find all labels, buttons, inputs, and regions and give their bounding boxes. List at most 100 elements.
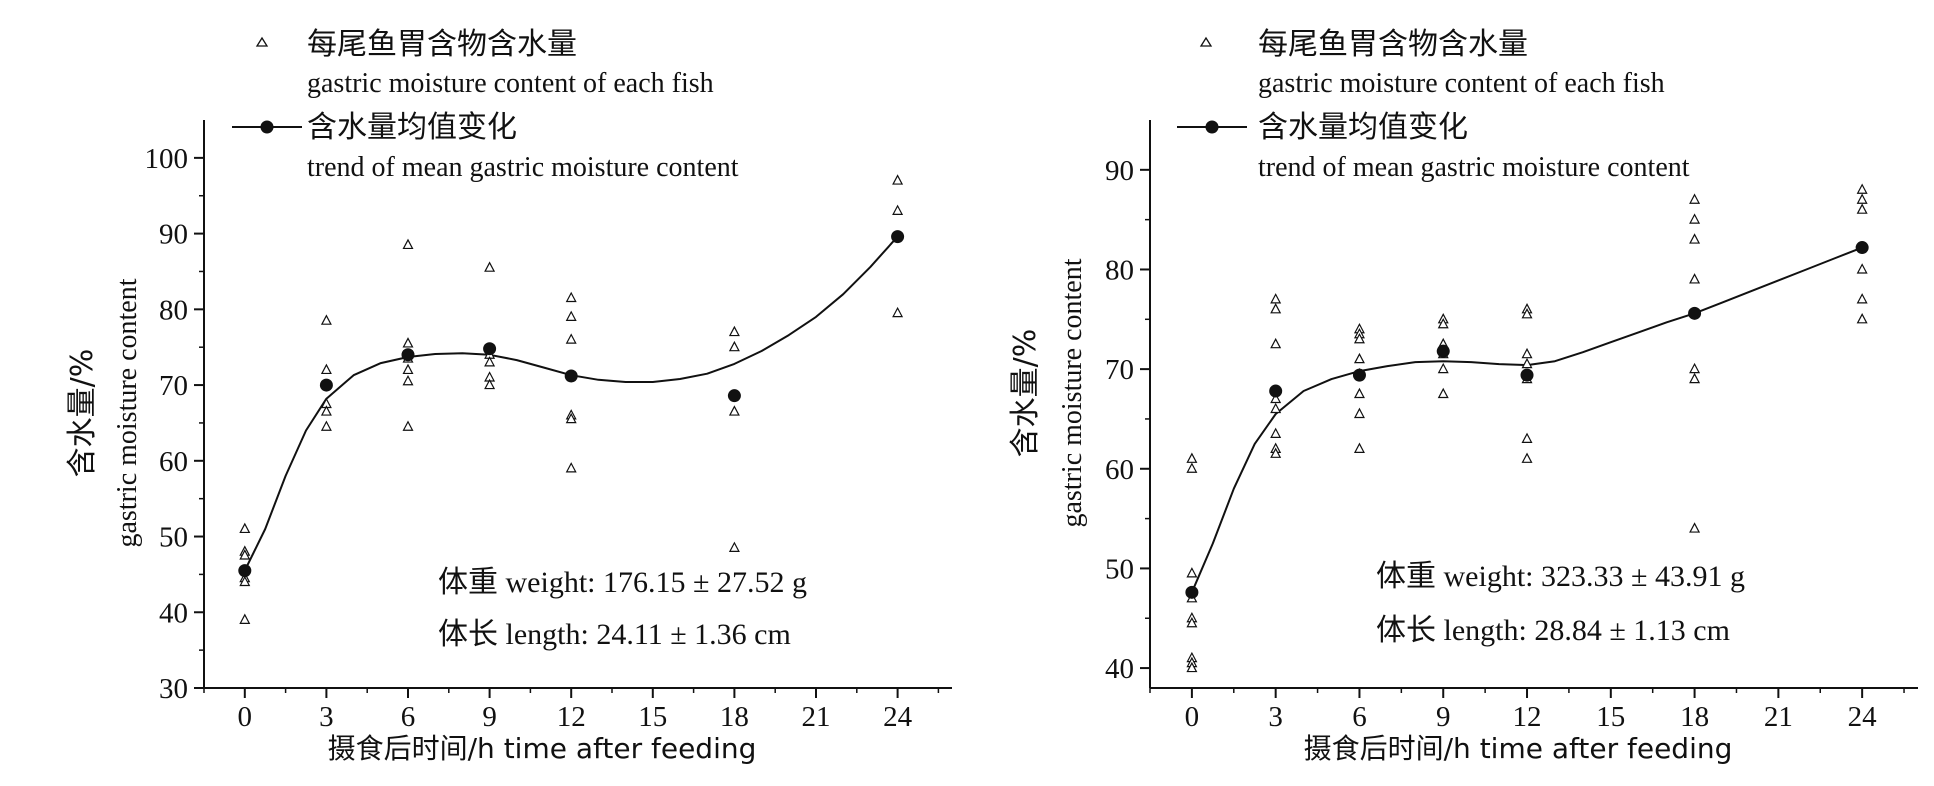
- mean-moisture-point: [1520, 368, 1534, 382]
- fish-moisture-point: [1856, 193, 1868, 204]
- fish-moisture-point: [1856, 293, 1868, 304]
- x-tick-label: 9: [1436, 701, 1451, 733]
- mean-moisture-point: [727, 389, 741, 403]
- mean-moisture-point: [564, 369, 578, 383]
- x-tick-label: 3: [319, 701, 334, 733]
- fish-moisture-point: [1856, 183, 1868, 194]
- fish-moisture-point: [1521, 452, 1533, 463]
- x-tick-label: 15: [638, 701, 667, 733]
- fish-moisture-point: [320, 405, 332, 416]
- fish-moisture-point: [1521, 347, 1533, 359]
- fish-moisture-point: [1689, 193, 1701, 204]
- legend-points-label-en: gastric moisture content of each fish: [1258, 68, 1665, 99]
- mean-moisture-point: [319, 378, 333, 392]
- x-tick-label: 18: [1680, 701, 1709, 733]
- fish-moisture-point: [1270, 427, 1282, 438]
- y-axis-title-en: gastric moisture content: [1057, 258, 1088, 527]
- fish-moisture-point: [728, 340, 740, 352]
- x-tick-label: 9: [482, 701, 497, 733]
- mean-moisture-point: [1436, 344, 1450, 358]
- chart-panel-right: 每尾鱼胃含物含水量 gastric moisture content of ea…: [1008, 27, 1918, 765]
- fish-moisture-point: [728, 325, 740, 337]
- y-tick-label: 40: [1105, 653, 1134, 685]
- x-tick-label: 6: [401, 701, 416, 733]
- fish-moisture-point: [1186, 462, 1198, 473]
- y-tick-label: 50: [159, 522, 188, 554]
- y-axis-title-cn: 含水量/%: [1008, 329, 1043, 458]
- y-axis-title: 含水量/% gastric moisture content: [65, 278, 143, 547]
- fish-moisture-point: [1437, 317, 1449, 329]
- fish-moisture-point: [892, 204, 904, 215]
- fish-moisture-point: [1270, 303, 1282, 314]
- y-axis-title: 含水量/% gastric moisture content: [1008, 258, 1088, 527]
- mean-moisture-point: [891, 230, 905, 244]
- fish-moisture-point: [565, 291, 577, 303]
- trend-line: [243, 235, 899, 572]
- y-tick-label: 80: [1105, 254, 1134, 286]
- legend-dot-marker: [1205, 120, 1219, 134]
- fish-moisture-point: [1186, 567, 1198, 578]
- fish-moisture-point: [484, 378, 496, 390]
- fish-moisture-point: [239, 575, 251, 587]
- x-tick-label: 12: [557, 701, 586, 733]
- fish-moisture-point: [565, 462, 577, 473]
- fish-moisture-point: [1437, 387, 1449, 399]
- y-tick-label: 100: [145, 143, 189, 175]
- fish-moisture-point: [1186, 616, 1198, 628]
- y-tick-label: 70: [1105, 354, 1134, 386]
- mean-moisture-point: [1855, 241, 1869, 255]
- y-tick-label: 40: [159, 597, 188, 629]
- weight-annotation: 体重 weight: 323.33 ± 43.91 g: [1376, 560, 1745, 593]
- fish-moisture-point: [565, 412, 577, 424]
- fish-moisture-point: [1186, 452, 1198, 463]
- fish-moisture-point: [1689, 522, 1701, 533]
- y-tick-label: 80: [159, 294, 188, 326]
- fish-moisture-point: [1353, 407, 1365, 419]
- y-tick-label: 90: [1105, 155, 1134, 187]
- fish-moisture-point: [1521, 432, 1533, 443]
- fish-moisture-point: [1270, 392, 1282, 404]
- fish-moisture-point: [1270, 402, 1282, 414]
- legend: 每尾鱼胃含物含水量 gastric moisture content of ea…: [1177, 27, 1690, 183]
- fish-moisture-point: [320, 314, 332, 325]
- y-axis-title-cn: 含水量/%: [65, 349, 100, 478]
- chart-panel-left: 每尾鱼胃含物含水量 gastric moisture content of ea…: [65, 27, 952, 765]
- fish-moisture-point: [892, 174, 904, 185]
- x-axis-title: 摄食后时间/h time after feeding: [328, 732, 757, 765]
- mean-moisture-point: [1269, 384, 1283, 398]
- fish-moisture-point: [728, 405, 740, 416]
- x-tick-label: 24: [883, 701, 913, 733]
- mean-moisture-point: [1688, 306, 1702, 320]
- fish-moisture-point: [1353, 352, 1365, 364]
- fish-moisture-point: [239, 522, 251, 534]
- legend: 每尾鱼胃含物含水量 gastric moisture content of ea…: [232, 27, 739, 183]
- fish-moisture-point: [1270, 337, 1282, 349]
- fish-moisture-point: [402, 374, 414, 386]
- fish-moisture-point: [1856, 203, 1868, 214]
- legend-mean-label-cn: 含水量均值变化: [307, 110, 517, 145]
- fish-moisture-point: [239, 549, 251, 560]
- x-tick-label: 18: [720, 701, 749, 733]
- fish-moisture-point: [1270, 293, 1282, 304]
- fish-moisture-point: [239, 613, 251, 624]
- fish-moisture-point: [1856, 313, 1868, 324]
- mean-moisture-point: [401, 348, 415, 362]
- fish-moisture-point: [320, 420, 332, 431]
- axes: 30 40 50 60 70 80 90 100 0 3 6 9 12 15 18 21 24: [145, 120, 952, 733]
- x-tick-label: 21: [802, 701, 831, 733]
- y-tick-label: 70: [159, 370, 188, 402]
- fish-moisture-point: [1521, 357, 1533, 369]
- fish-moisture-point: [484, 261, 496, 272]
- length-annotation: 体长 length: 28.84 ± 1.13 cm: [1376, 614, 1730, 647]
- x-tick-label: 24: [1848, 701, 1878, 733]
- fish-moisture-point: [565, 310, 577, 322]
- legend-triangle-marker: [1199, 36, 1213, 47]
- x-tick-label: 15: [1596, 701, 1625, 733]
- legend-dot-marker: [260, 120, 274, 134]
- fish-moisture-point: [1689, 362, 1701, 374]
- mean-moisture-point: [1185, 585, 1199, 599]
- axes: 40 50 60 70 80 90 0 3 6 9 12 15 18 21 24: [1105, 120, 1918, 733]
- fish-moisture-point: [320, 363, 332, 375]
- y-tick-label: 90: [159, 219, 188, 251]
